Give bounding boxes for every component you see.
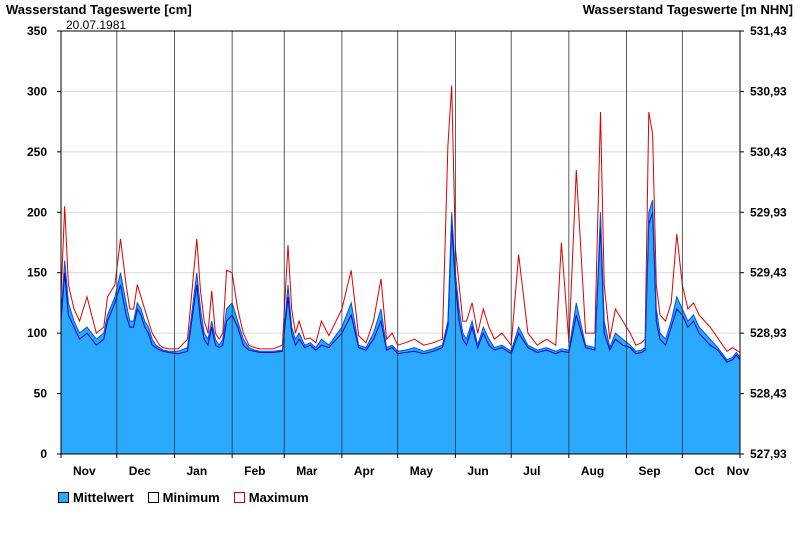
- x-axis: Nov Dec Jan Feb Mar Apr May Jun Jul Aug Sep Oct Nov: [60, 454, 750, 478]
- legend-swatch-min: [147, 492, 159, 503]
- y2-tick-label: 529,93: [750, 205, 787, 219]
- x-tick-label: Jul: [523, 464, 540, 478]
- x-tick-label: Mar: [296, 464, 318, 478]
- y-tick-label: 100: [27, 326, 47, 340]
- series-max-line: [60, 85, 741, 353]
- legend-swatch-max: [233, 492, 245, 503]
- y2-tick-label: 528,43: [750, 387, 787, 401]
- x-tick-label: Jun: [467, 464, 488, 478]
- date-annotation: 20.07.1981: [66, 18, 126, 32]
- right-axis-title: Wasserstand Tageswerte [m NHN]: [583, 2, 793, 17]
- plot-frame: [60, 30, 741, 455]
- x-tick-label: Apr: [354, 464, 375, 478]
- y-tick-label: 300: [27, 84, 47, 98]
- y-tick-label: 350: [27, 24, 47, 38]
- x-tick-label: Nov: [73, 464, 96, 478]
- y2-tick-label: 530,43: [750, 145, 787, 159]
- legend-item-min: Minimum: [147, 490, 220, 505]
- y-tick-label: 0: [40, 447, 47, 461]
- y2-tick-label: 529,43: [750, 266, 787, 280]
- legend-item-max: Maximum: [233, 490, 309, 505]
- series-mean-line: [60, 200, 741, 361]
- x-tick-label: Dec: [129, 464, 151, 478]
- legend-swatch-mean: [58, 492, 69, 503]
- y-tick-label: 150: [27, 266, 47, 280]
- legend-label-min: Minimum: [162, 490, 220, 505]
- y-axis-left: 0 50 100 150 200 250 300 350: [27, 24, 61, 461]
- y2-tick-label: 527,93: [750, 447, 787, 461]
- y2-tick-label: 528,93: [750, 326, 787, 340]
- y2-tick-label: 530,93: [750, 84, 787, 98]
- y-tick-label: 250: [27, 145, 47, 159]
- legend-item-mean: Mittelwert: [58, 490, 134, 505]
- month-separators: [116, 31, 683, 454]
- plot-area: [60, 85, 741, 454]
- y-tick-label: 50: [34, 387, 48, 401]
- legend: Mittelwert Minimum Maximum: [58, 490, 309, 505]
- left-axis-title: Wasserstand Tageswerte [cm]: [6, 2, 192, 17]
- x-tick-label: Sep: [639, 464, 661, 478]
- y-tick-label: 200: [27, 205, 47, 219]
- x-tick-label: Oct: [694, 464, 714, 478]
- series-mean-area: [61, 200, 740, 454]
- x-tick-label: Jan: [186, 464, 207, 478]
- y-axis-right: 527,93 528,43 528,93 529,43 529,93 530,43 530,…: [740, 24, 787, 461]
- x-tick-label: May: [410, 464, 434, 478]
- x-tick-label: Aug: [581, 464, 604, 478]
- x-tick-label: Nov: [727, 464, 750, 478]
- legend-label-mean: Mittelwert: [73, 490, 134, 505]
- y2-tick-label: 531,43: [750, 24, 787, 38]
- x-tick-label: Feb: [244, 464, 265, 478]
- series-min-line: [60, 212, 741, 363]
- legend-label-max: Maximum: [248, 490, 309, 505]
